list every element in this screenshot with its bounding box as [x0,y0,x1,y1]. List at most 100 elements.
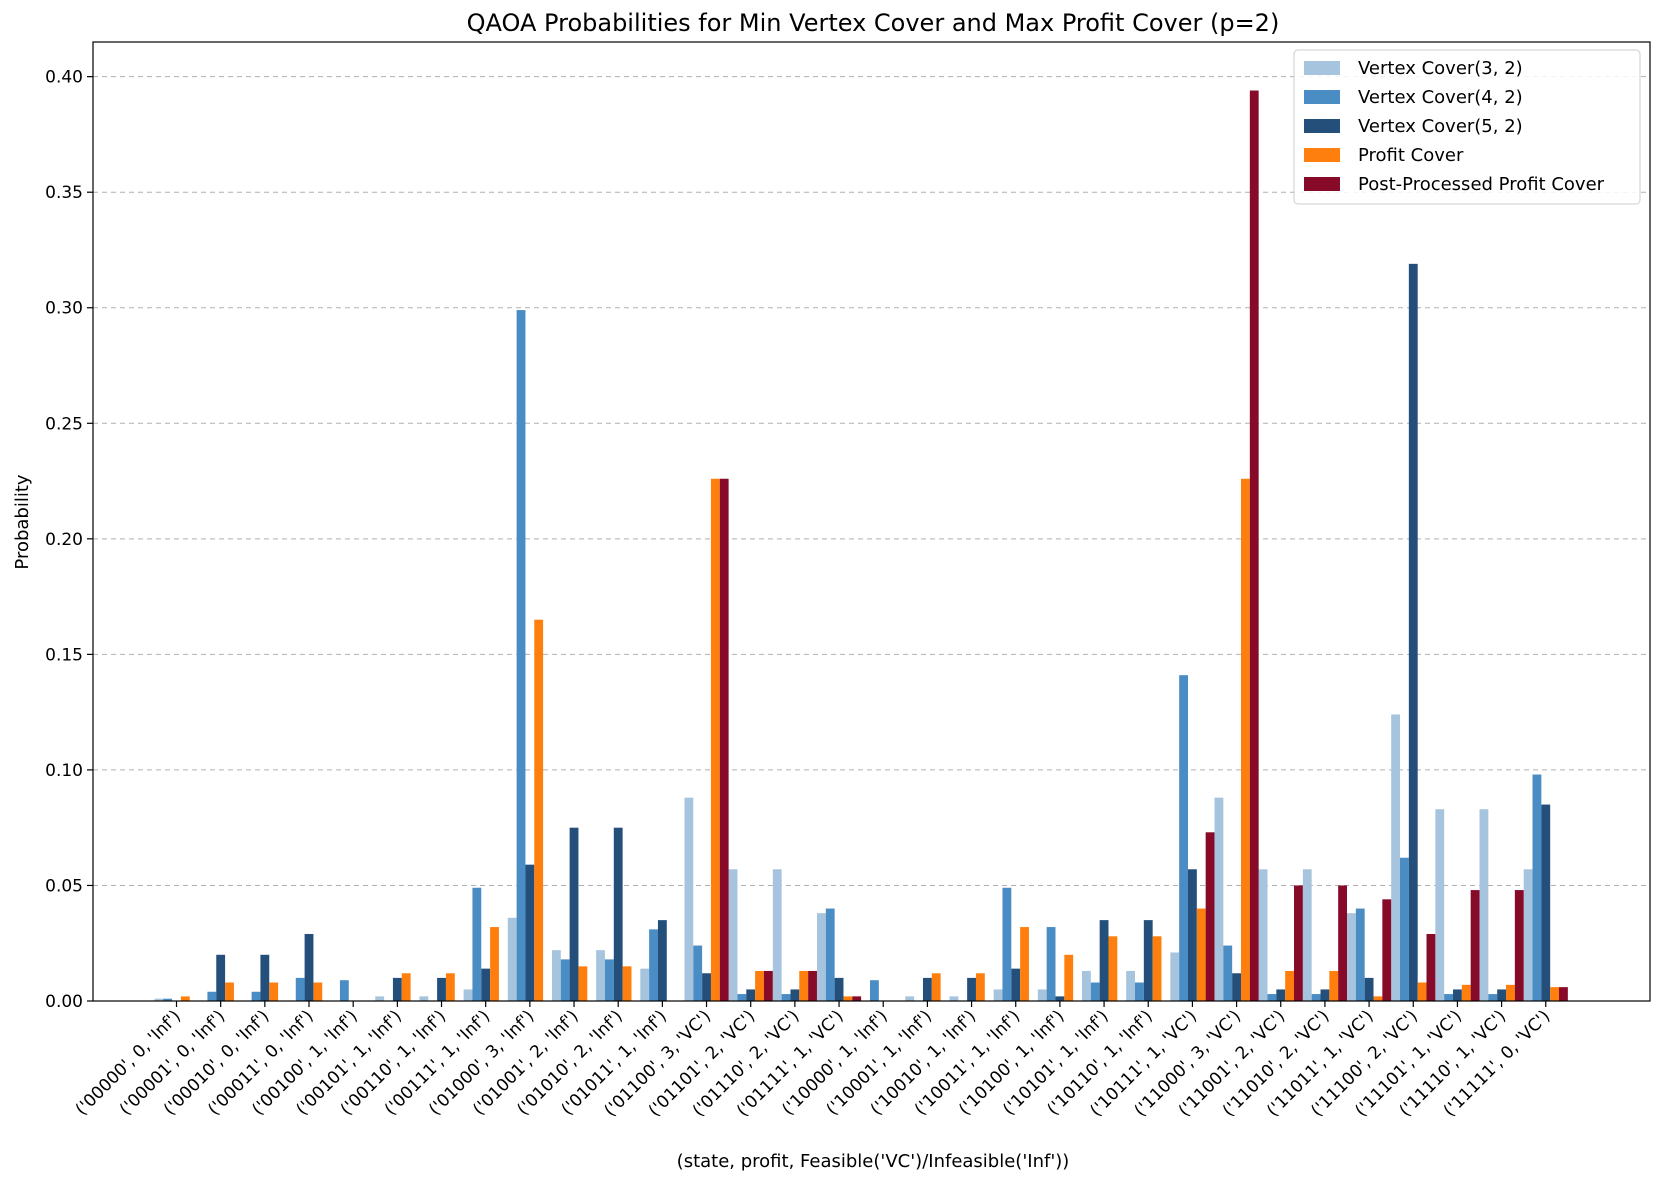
bar [1232,973,1241,1001]
bar [834,977,844,1001]
bar [710,478,720,1001]
legend-swatch [1304,119,1340,133]
bar [1373,996,1383,1001]
bar [1205,832,1215,1001]
bar [1285,970,1294,1001]
bar [763,970,773,1001]
bar [772,869,782,1001]
bar [1223,945,1233,1001]
bar [931,973,941,1001]
y-tick-label: 0.10 [45,761,83,781]
bar [737,994,747,1001]
bar [1196,908,1206,1001]
bar [816,913,826,1001]
bar [1541,804,1551,1001]
bar [596,950,605,1001]
bar [1479,809,1489,1001]
bar [1364,977,1374,1001]
bar [1408,263,1418,1002]
bar [551,950,561,1001]
bar [746,989,756,1001]
bar [1108,936,1118,1001]
bar [490,927,499,1001]
bar [419,996,429,1001]
bar [445,973,455,1001]
legend-label: Vertex Cover(5, 2) [1358,116,1523,137]
bar [790,989,800,1001]
bar [225,982,234,1001]
bar [260,954,270,1001]
bar [1400,857,1409,1001]
bar [180,996,190,1001]
bar [304,933,314,1001]
bar [684,797,694,1001]
bar [472,887,482,1001]
y-tick-label: 0.30 [45,299,83,319]
bar [507,917,517,1001]
y-axis-label: Probability [12,474,33,569]
bar [755,970,764,1001]
y-axis: 0.00 0.05 0.10 0.15 0.20 0.25 0.30 0.35 0.40 [45,68,93,1012]
bar [313,982,323,1001]
y-tick-label: 0.00 [45,992,83,1012]
bar [216,954,226,1001]
bar [825,908,835,1001]
bar [1276,989,1286,1001]
bar [1293,885,1303,1001]
bar [1523,869,1533,1001]
bar [1152,936,1162,1001]
bar [525,864,535,1001]
bar [1470,890,1480,1001]
bar [1514,890,1524,1001]
y-tick-label: 0.05 [45,876,83,896]
bar [339,980,349,1001]
bar [1258,869,1268,1001]
bar [560,959,570,1001]
y-tick-label: 0.35 [45,183,83,203]
bar [1170,952,1180,1001]
y-tick-label: 0.15 [45,645,83,665]
bar [163,998,173,1001]
bar [516,310,526,1001]
legend-swatch [1304,148,1340,162]
bar [154,998,164,1001]
bar [640,968,650,1001]
bar [269,982,279,1001]
bar [1011,968,1021,1001]
bar [1302,869,1312,1001]
bar [1338,885,1347,1001]
bar [481,968,491,1001]
bar [1382,899,1392,1001]
bar [534,619,544,1001]
y-tick-label: 0.20 [45,530,83,550]
legend: Vertex Cover(3, 2) Vertex Cover(4, 2) Vert… [1293,49,1641,205]
bar [1532,774,1542,1001]
bar [1020,927,1029,1001]
bar [463,989,473,1001]
bar [1037,989,1047,1001]
bar [1240,478,1250,1001]
bar [1134,982,1144,1001]
x-axis: ('00000', 0, 'Inf')('00001', 0, 'Inf')('… [72,1001,1554,1121]
bar [799,970,809,1001]
y-tick-label: 0.40 [45,68,83,88]
bar [1444,994,1454,1001]
bar [1488,994,1498,1001]
bar [1187,869,1197,1001]
bar [852,996,862,1001]
bar [1064,954,1074,1001]
bar [967,977,976,1001]
bar [207,991,217,1001]
bar [649,929,658,1001]
chart-title: QAOA Probabilities for Min Vertex Cover … [467,9,1280,37]
bar [1249,90,1259,1001]
legend-label: Post-Processed Profit Cover [1358,174,1605,195]
bar [295,977,305,1001]
bars [154,90,1568,1002]
x-axis-label: (state, profit, Feasible('VC')/Infeasibl… [677,1151,1070,1172]
bar [251,991,261,1001]
bar [1311,994,1321,1001]
bar [1329,970,1339,1001]
bar [1355,908,1365,1001]
